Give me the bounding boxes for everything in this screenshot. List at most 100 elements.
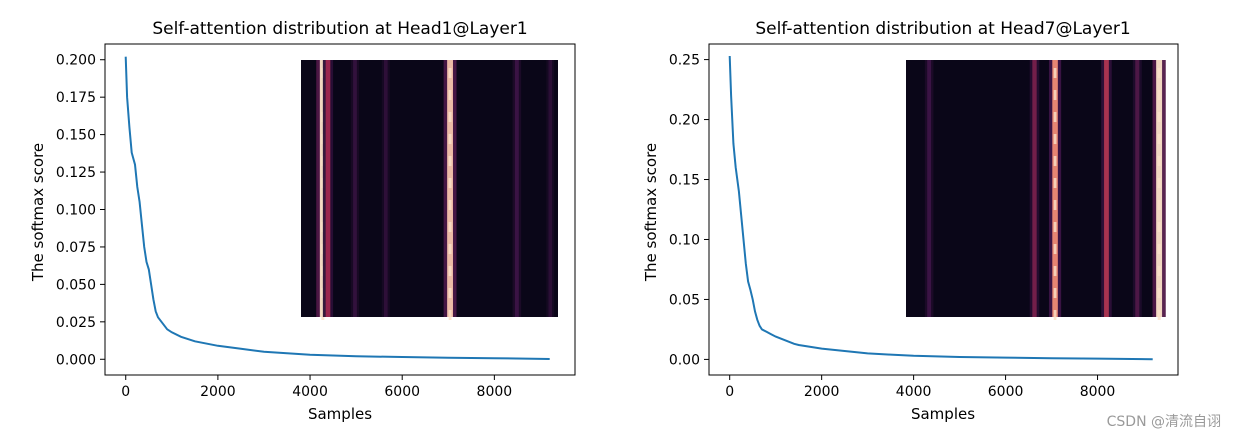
- x-tick-label: 6000: [988, 384, 1024, 400]
- y-tick-label: 0.000: [56, 352, 96, 368]
- chart-title: Self-attention distribution at Head1@Lay…: [152, 19, 527, 39]
- heatmap-highlight: [1157, 288, 1161, 298]
- x-tick-label: 0: [121, 384, 130, 400]
- y-axis-label: The softmax score: [642, 143, 660, 282]
- x-tick-label: 4000: [896, 384, 932, 400]
- heatmap-highlight: [1157, 112, 1161, 122]
- heatmap-highlight: [321, 68, 325, 78]
- x-tick-label: 2000: [200, 384, 236, 400]
- y-tick-label: 0.25: [669, 53, 700, 69]
- heatmap-highlight: [1157, 90, 1161, 100]
- heatmap-highlight: [448, 178, 452, 188]
- heatmap-stripe: [1104, 60, 1109, 317]
- heatmap-highlight: [1053, 222, 1057, 232]
- y-tick-label: 0.100: [56, 203, 96, 219]
- heatmap-stripe: [383, 60, 388, 317]
- heatmap-stripe: [1135, 60, 1140, 317]
- heatmap-highlight: [448, 266, 452, 276]
- heatmap-highlight: [1157, 156, 1161, 166]
- heatmap-highlight: [1053, 68, 1057, 78]
- heatmap-highlight: [1157, 134, 1161, 144]
- heatmap-stripe: [319, 60, 326, 317]
- heatmap-stripe: [548, 60, 553, 317]
- y-tick-label: 0.200: [56, 53, 96, 69]
- heatmap-highlight: [321, 200, 325, 210]
- heatmap-highlight: [448, 310, 452, 320]
- y-tick-label: 0.10: [669, 232, 700, 248]
- series-line: [124, 56, 550, 360]
- heatmap-highlight: [448, 112, 452, 122]
- heatmap-highlight: [321, 244, 325, 254]
- heatmap-highlight: [1053, 178, 1057, 188]
- heatmap-stripe: [1032, 60, 1037, 317]
- x-tick-label: 0: [725, 384, 734, 400]
- y-tick-label: 0.15: [669, 173, 700, 189]
- heatmap-stripe: [353, 60, 357, 317]
- heatmap-highlight: [1157, 310, 1161, 320]
- x-tick-label: 8000: [477, 384, 513, 400]
- heatmap-highlight: [321, 134, 325, 144]
- heatmap-stripe: [1156, 60, 1163, 317]
- heatmap-highlight: [448, 68, 452, 78]
- heatmap-stripe: [1052, 60, 1058, 317]
- heatmap-highlight: [321, 266, 325, 276]
- heatmap-highlight: [448, 134, 452, 144]
- heatmap-highlight: [448, 90, 452, 100]
- ticks: 0 2000 4000 6000 8000 0.00 0.05 0.10 0.15 0.20 0.2…: [669, 53, 1116, 400]
- series-line: [728, 55, 1153, 361]
- heatmap-highlight: [1157, 222, 1161, 232]
- heatmap-highlight: [321, 90, 325, 100]
- heatmap-highlight: [1053, 266, 1057, 276]
- attention-heatmap-inset: [301, 60, 558, 320]
- y-axis-label: The softmax score: [29, 143, 47, 282]
- heatmap-highlight: [1157, 266, 1161, 276]
- heatmap-highlight: [321, 112, 325, 122]
- x-tick-label: 8000: [1080, 384, 1116, 400]
- heatmap-highlight: [321, 288, 325, 298]
- y-tick-label: 0.05: [669, 292, 700, 308]
- heatmap-highlight: [448, 200, 452, 210]
- x-tick-label: 2000: [804, 384, 840, 400]
- heatmap-highlight: [1157, 178, 1161, 188]
- y-tick-label: 0.125: [56, 165, 96, 181]
- heatmap-stripe: [514, 60, 519, 317]
- x-tick-label: 4000: [292, 384, 328, 400]
- heatmap-stripe: [927, 60, 932, 317]
- y-tick-label: 0.20: [669, 113, 700, 129]
- x-axis-label: Samples: [308, 405, 372, 423]
- heatmap-highlight: [448, 222, 452, 232]
- heatmap-highlight: [1157, 200, 1161, 210]
- chart-head1-layer1: Self-attention distribution at Head1@Lay…: [29, 19, 576, 423]
- heatmap-highlight: [321, 222, 325, 232]
- heatmap-highlight: [1053, 310, 1057, 320]
- heatmap-highlight: [1053, 90, 1057, 100]
- attention-heatmap-inset: [906, 60, 1166, 320]
- x-tick-label: 6000: [384, 384, 420, 400]
- heatmap-highlight: [321, 310, 325, 320]
- chart-title: Self-attention distribution at Head7@Lay…: [755, 19, 1130, 39]
- y-tick-label: 0.175: [56, 90, 96, 106]
- heatmap-highlight: [448, 156, 452, 166]
- heatmap-stripe: [447, 60, 453, 317]
- y-tick-label: 0.150: [56, 128, 96, 144]
- heatmap-highlight: [448, 288, 452, 298]
- heatmap-highlight: [1157, 68, 1161, 78]
- heatmap-highlight: [1053, 134, 1057, 144]
- heatmap-highlight: [321, 156, 325, 166]
- heatmap-highlight: [321, 178, 325, 188]
- y-tick-label: 0.00: [669, 352, 700, 368]
- heatmap-stripe: [325, 60, 331, 317]
- x-axis-label: Samples: [911, 405, 975, 423]
- y-tick-label: 0.050: [56, 277, 96, 293]
- y-tick-label: 0.075: [56, 240, 96, 256]
- y-tick-label: 0.025: [56, 315, 96, 331]
- ticks: 0 2000 4000 6000 8000 0.000 0.025 0.050 0.075 0.1…: [56, 53, 512, 400]
- heatmap-highlight: [448, 244, 452, 254]
- heatmap-highlight: [1053, 200, 1057, 210]
- heatmap-highlight: [1157, 244, 1161, 254]
- heatmap-highlight: [1053, 288, 1057, 298]
- heatmap-highlight: [1053, 244, 1057, 254]
- chart-head7-layer1: Self-attention distribution at Head7@Lay…: [642, 19, 1179, 423]
- watermark: CSDN @清流自诩: [1106, 414, 1221, 430]
